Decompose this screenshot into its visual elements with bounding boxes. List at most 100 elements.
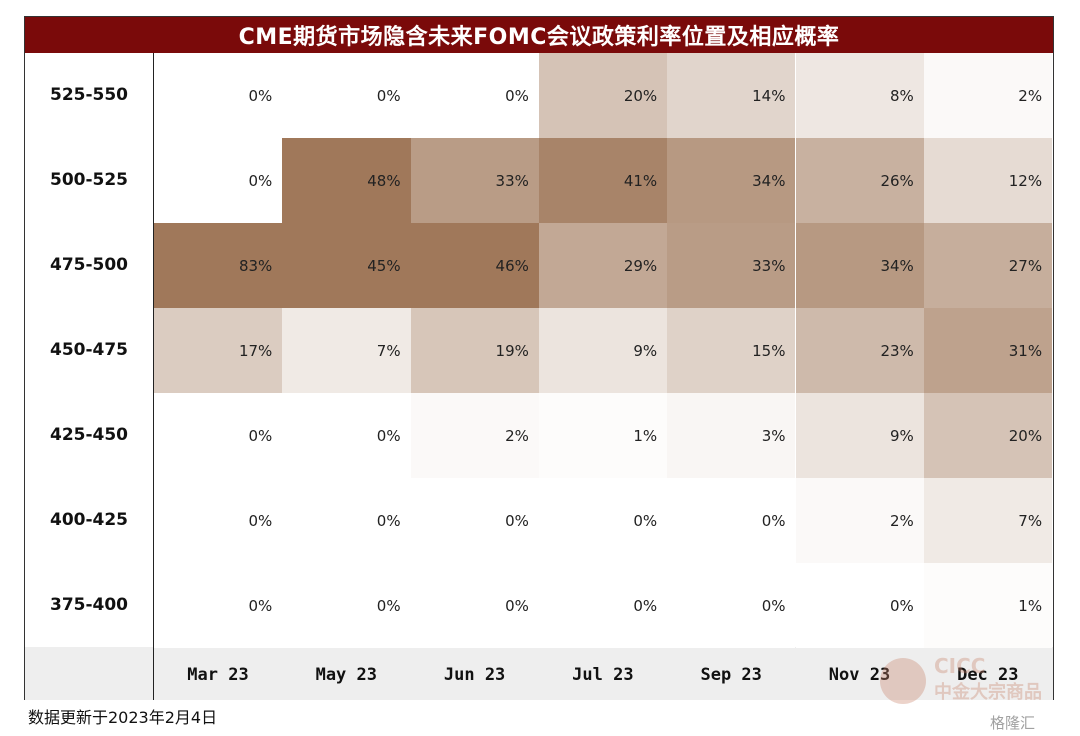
heatmap-cell: 7% [282,308,411,393]
cell-value: 17% [238,341,273,360]
cell-value: 0% [248,86,273,105]
cell-value: 9% [633,341,658,360]
column-label: Nov 23 [828,665,891,685]
column-label: Dec 23 [957,665,1019,685]
cell-value: 7% [376,341,401,360]
cell-value: 20% [623,86,658,105]
heatmap-cell: 0% [410,478,539,563]
x-axis-band [25,647,1053,700]
heatmap-cell: 34% [795,223,924,308]
heatmap-cell: 48% [282,138,411,223]
cell-value: 0% [890,596,914,615]
heatmap-cell: 19% [410,308,539,393]
heatmap-cell: 41% [538,138,668,223]
heatmap-cell: 33% [667,223,796,308]
cell-value: 0% [248,171,273,190]
heatmap-cell: 0% [538,478,668,563]
heatmap-cell: 0% [410,53,539,138]
heatmap-cell: 45% [282,223,411,308]
cell-value: 1% [1018,596,1043,615]
heatmap-cell: 0% [282,53,411,138]
cell-value: 29% [623,256,658,275]
heatmap-cell: 12% [923,138,1053,223]
heatmap-cell: 14% [667,53,796,138]
column-label: Jun 23 [443,665,506,685]
cell-value: 0% [633,596,658,615]
heatmap-cell: 9% [795,393,924,478]
watermark-logo: CICC 中金大宗商品 [880,652,1050,712]
cell-value: 33% [752,256,786,275]
cell-value: 26% [880,171,914,190]
cell-value: 0% [505,596,529,615]
cell-value: 20% [1008,426,1043,445]
heatmap-cell: 2% [923,53,1053,138]
column-label: Mar 23 [187,665,249,685]
chart-frame: CME期货市场隐含未来FOMC会议政策利率位置及相应概率 525-550 0% 0%… [24,16,1054,700]
cell-value: 0% [376,426,401,445]
cell-value: 0% [248,426,273,445]
heatmap-cell: 27% [923,223,1053,308]
heatmap-cell: 9% [538,308,668,393]
cell-value: 33% [495,171,529,190]
heatmap-cell: 0% [282,478,411,563]
heatmap-cell: 0% [282,393,411,478]
heatmap-cell: 0% [410,563,539,648]
cell-value: 7% [1018,511,1043,530]
cell-value: 31% [1008,341,1043,360]
cell-value: 0% [761,511,786,530]
cell-value: 34% [880,256,914,275]
heatmap-cell: 23% [795,308,924,393]
watermark-text-2: 中金大宗商品 [934,682,1042,703]
cell-value: 41% [623,171,658,190]
heatmap-cell: 0% [282,563,411,648]
cell-value: 0% [248,511,273,530]
heatmap-cell: 20% [538,53,668,138]
heatmap-cell: 20% [923,393,1053,478]
cell-value: 46% [495,256,529,275]
cell-value: 83% [238,256,273,275]
cell-value: 12% [1008,171,1043,190]
heatmap-cell: 0% [667,563,796,648]
cell-value: 2% [890,511,914,530]
watermark-text-1: CICC [934,654,986,678]
heatmap-cell: 29% [538,223,668,308]
column-label: Sep 23 [700,665,762,685]
cell-value: 0% [505,86,529,105]
cell-value: 48% [367,171,401,190]
cell-value: 3% [761,426,786,445]
cell-value: 14% [752,86,786,105]
cell-value: 15% [752,341,786,360]
heatmap-cell: 0% [538,563,668,648]
cell-value: 0% [248,596,273,615]
column-label: May 23 [315,665,377,685]
heatmap-cell: 31% [923,308,1053,393]
cell-value: 27% [1008,256,1043,275]
cell-value: 2% [1018,86,1043,105]
heatmap-cell: 2% [795,478,924,563]
cell-value: 1% [633,426,658,445]
heatmap-cell: 2% [410,393,539,478]
heatmap-cell: 17% [154,308,283,393]
heatmap-cell: 0% [154,138,283,223]
heatmap-cell: 1% [923,563,1053,648]
heatmap-cell: 3% [667,393,796,478]
footnote: 数据更新于2023年2月4日 [28,708,218,727]
row-label: 475-500 [49,254,129,275]
cell-value: 19% [495,341,529,360]
heatmap-cell: 0% [154,53,283,138]
row-label: 425-450 [49,424,129,445]
row-label: 450-475 [49,339,129,360]
heatmap-cell: 15% [667,308,796,393]
cell-value: 34% [752,171,786,190]
row-label: 525-550 [49,84,129,105]
heatmap-cell: 1% [538,393,668,478]
cell-value: 0% [376,86,401,105]
chart-title: CME期货市场隐含未来FOMC会议政策利率位置及相应概率 [25,17,1053,53]
cell-value: 2% [505,426,529,445]
cell-value: 8% [890,86,914,105]
heatmap-cell: 34% [667,138,796,223]
heatmap-cell: 46% [410,223,539,308]
heatmap-cell: 0% [154,478,283,563]
heatmap-cell: 0% [154,393,283,478]
heatmap-cell: 0% [795,563,924,648]
